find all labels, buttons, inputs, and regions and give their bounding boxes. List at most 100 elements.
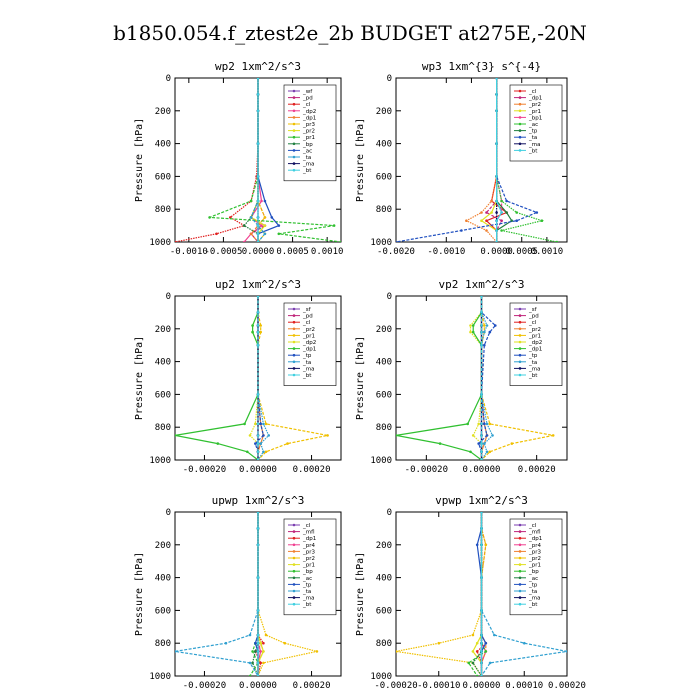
data-point-pr4 <box>259 650 263 653</box>
data-point-bt <box>256 324 260 327</box>
legend-entry: _dp1 <box>528 347 542 353</box>
data-point-bt <box>480 450 483 454</box>
data-point-dp1 <box>246 450 249 454</box>
figure-title: b1850.054.f_ztest2e_2b BUDGET at275E,-20… <box>113 21 587 45</box>
x-tick-label: 0.00020 <box>518 465 556 475</box>
legend-marker <box>518 576 522 580</box>
series-group <box>396 296 555 460</box>
data-point-bt <box>256 175 260 178</box>
data-point-bt <box>495 142 498 145</box>
data-point-tp <box>494 324 497 327</box>
legend-marker <box>292 563 296 566</box>
legend-entry: _ma <box>528 596 540 602</box>
legend: _sf_pd_cl_pr2_pr1_dp2_dp1_tp_ta_ma_bt <box>283 302 337 386</box>
legend-marker <box>518 135 522 139</box>
legend-entry: _bp <box>302 142 313 148</box>
data-point-bt <box>256 442 260 445</box>
legend-entry: _pr3 <box>528 549 542 555</box>
data-point-ta <box>485 324 489 327</box>
legend-entry: _pr4 <box>528 543 542 549</box>
legend-marker <box>518 536 522 540</box>
legend-entry: _cl <box>528 320 537 326</box>
series-line-pr2 <box>465 78 498 242</box>
legend-marker <box>292 353 296 357</box>
legend-marker <box>292 347 296 350</box>
x-tick-label: 0.00020 <box>548 681 586 691</box>
y-tick-label: 600 <box>376 606 392 616</box>
legend-marker <box>292 320 296 324</box>
legend-entry: _pr2 <box>302 556 315 562</box>
legend-marker <box>292 556 296 560</box>
data-point-bt <box>256 296 260 298</box>
data-point-ta <box>485 422 489 426</box>
legend-entry: _ta <box>302 155 311 161</box>
data-point-bt <box>480 330 483 334</box>
legend-entry: _bt <box>302 373 312 379</box>
data-point-ta <box>483 330 486 334</box>
legend-entry: _bp <box>302 569 313 575</box>
x-tick-label: -0.0005 <box>204 247 242 257</box>
legend: _wf_pd_cl_dp2_dp1_pr3_pr2_pr1_bp_ac_ta_m… <box>283 84 337 182</box>
data-point-bt <box>256 661 260 665</box>
data-point-bt <box>480 512 483 514</box>
data-point-cl <box>175 240 177 242</box>
data-point-ta <box>249 216 253 219</box>
y-tick-label: 200 <box>376 541 392 551</box>
legend-marker <box>292 116 296 119</box>
data-point-bt <box>480 633 483 637</box>
legend-marker <box>292 149 296 152</box>
legend-marker <box>292 367 296 370</box>
legend-marker <box>292 334 296 337</box>
legend-entry: _tp <box>528 353 538 359</box>
panel-title: vpwp 1xm^2/s^3 <box>435 494 528 507</box>
y-tick-label: 800 <box>155 423 171 433</box>
data-point-cl <box>215 232 218 236</box>
series-line-pr1 <box>257 296 328 460</box>
data-point-ta <box>248 633 252 637</box>
data-point-ta <box>460 229 463 232</box>
data-point-pr1 <box>332 224 336 227</box>
y-tick-label: 800 <box>376 423 392 433</box>
legend-entry: _ta <box>528 135 537 141</box>
legend-marker <box>518 563 522 566</box>
data-point-bt <box>256 142 260 145</box>
legend-marker <box>292 373 296 377</box>
data-point-ta <box>263 232 267 236</box>
y-tick-label: 800 <box>376 639 392 649</box>
data-point-tp <box>259 422 263 426</box>
legend: _cl_dp1_pr2_pr1_bp1_ac_tp_ta_ma_bt <box>509 84 563 162</box>
series-line-tp <box>478 296 497 460</box>
data-point-bt <box>256 232 260 236</box>
legend-box <box>509 84 563 162</box>
legend-marker <box>292 307 296 311</box>
panel-2: wp3 1xm^{3} s^{-4} Pressure [hPa] 0 200 400 6… <box>355 60 568 257</box>
x-tick-label: 0.0000 <box>480 247 513 257</box>
data-point-dp1 <box>471 324 475 327</box>
legend-entry: _tp <box>528 129 538 135</box>
data-point-pr1 <box>259 641 263 645</box>
legend-entry: _dp1 <box>528 96 542 102</box>
series-line-pr1 <box>480 296 554 460</box>
data-point-ta <box>523 641 526 645</box>
data-point-bt <box>256 216 260 219</box>
data-point-ta <box>267 434 271 437</box>
data-point-ac <box>251 661 254 665</box>
legend-marker <box>518 142 522 146</box>
legend-marker <box>292 340 296 344</box>
legend-entry: _dp2 <box>302 340 316 346</box>
panels-group: wp2 1xm^2/s^3 Pressure [hPa] 0 200 400 600 800… <box>134 60 586 691</box>
legend-entry: _pd <box>528 314 539 320</box>
legend-marker <box>292 523 296 527</box>
data-point-dp1 <box>396 434 398 437</box>
legend-marker <box>518 373 522 377</box>
data-point-ac <box>500 229 503 232</box>
data-point-ta <box>485 450 489 454</box>
legend-marker <box>292 576 296 580</box>
data-point-pr2 <box>262 661 265 665</box>
y-tick-label: 600 <box>155 390 171 400</box>
legend-marker <box>292 155 296 159</box>
y-tick-label: 200 <box>155 107 171 117</box>
data-point-dp2 <box>260 224 263 227</box>
legend-marker <box>292 314 296 317</box>
y-tick-label: 600 <box>155 606 171 616</box>
